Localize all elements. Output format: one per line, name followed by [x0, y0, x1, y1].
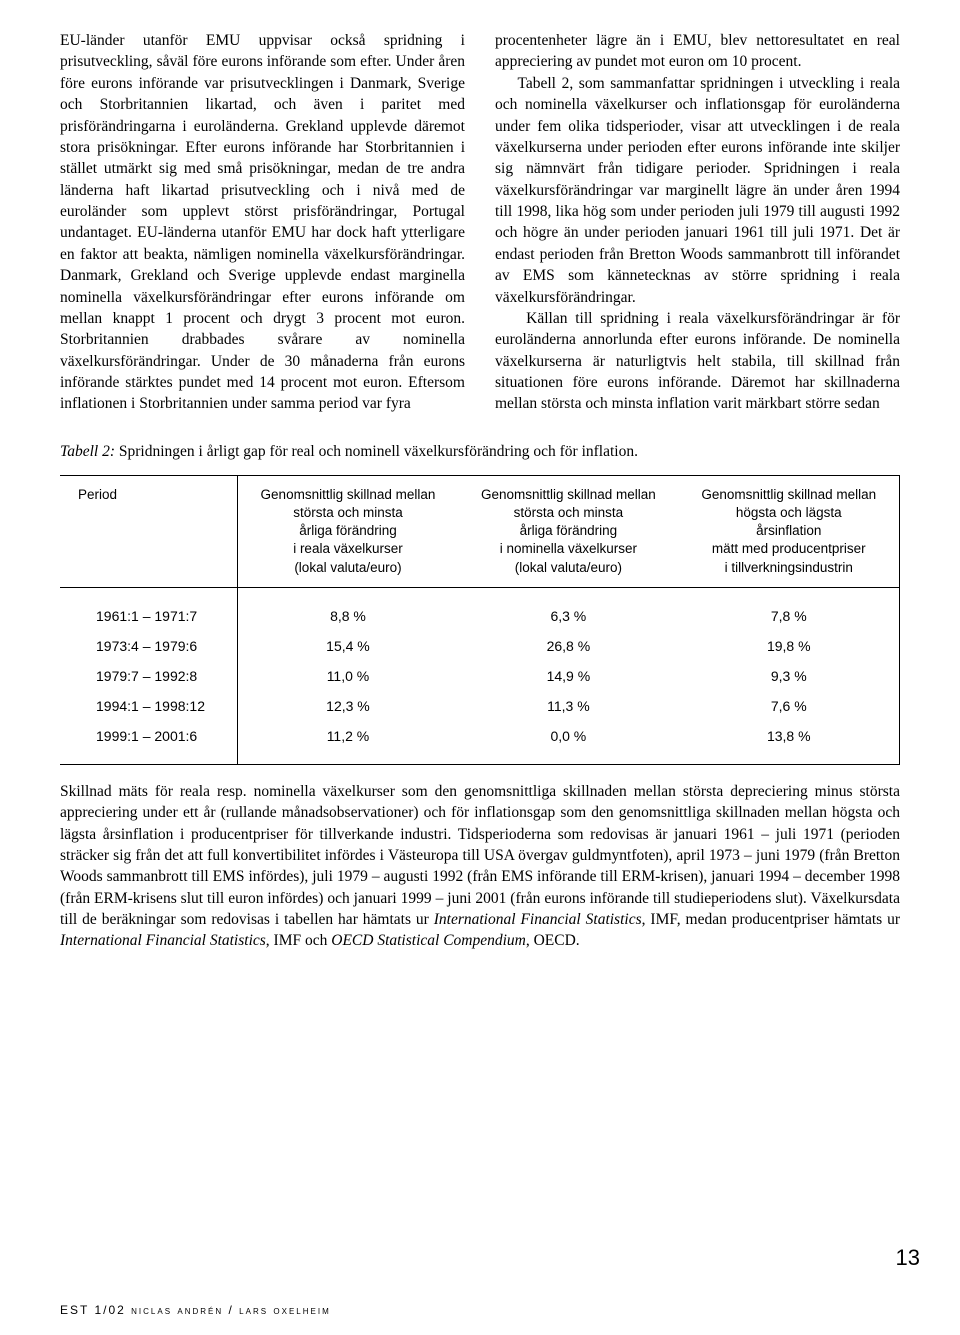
table-body: 1961:1 – 1971:78,8 %6,3 %7,8 %1973:4 – 1…	[60, 587, 900, 764]
header-real: Genomsnittlig skillnad mellanstörsta och…	[237, 475, 458, 587]
table-footnote: Skillnad mäts för reala resp. nominella …	[60, 781, 900, 952]
cell-period: 1999:1 – 2001:6	[60, 721, 237, 765]
cell-inflation: 9,3 %	[679, 661, 900, 691]
cell-nominal: 0,0 %	[458, 721, 678, 765]
table-row: 1979:7 – 1992:811,0 %14,9 %9,3 %	[60, 661, 900, 691]
cell-real: 8,8 %	[237, 587, 458, 631]
cell-inflation: 13,8 %	[679, 721, 900, 765]
cell-inflation: 7,8 %	[679, 587, 900, 631]
cell-nominal: 6,3 %	[458, 587, 678, 631]
cell-nominal: 14,9 %	[458, 661, 678, 691]
cell-period: 1979:7 – 1992:8	[60, 661, 237, 691]
header-inflation: Genomsnittlig skillnad mellanhögsta och …	[679, 475, 900, 587]
data-table: Period Genomsnittlig skillnad mellanstör…	[60, 475, 900, 765]
table-row: 1999:1 – 2001:611,2 %0,0 %13,8 %	[60, 721, 900, 765]
table-header-row: Period Genomsnittlig skillnad mellanstör…	[60, 475, 900, 587]
cell-real: 11,2 %	[237, 721, 458, 765]
right-column: procentenheter lägre än i EMU, blev nett…	[495, 30, 900, 415]
header-period: Period	[60, 475, 237, 587]
table-row: 1994:1 – 1998:1212,3 %11,3 %7,6 %	[60, 691, 900, 721]
table-row: 1973:4 – 1979:615,4 %26,8 %19,8 %	[60, 631, 900, 661]
text-columns: EU-länder utanför EMU uppvisar också spr…	[60, 30, 900, 415]
header-nominal: Genomsnittlig skillnad mellanstörsta och…	[458, 475, 678, 587]
table-caption-label: Tabell 2:	[60, 443, 115, 460]
table-caption-text: Spridningen i årligt gap för real och no…	[115, 443, 638, 460]
cell-nominal: 11,3 %	[458, 691, 678, 721]
cell-real: 15,4 %	[237, 631, 458, 661]
left-column: EU-länder utanför EMU uppvisar också spr…	[60, 30, 465, 415]
cell-real: 11,0 %	[237, 661, 458, 691]
page-number: 13	[896, 1245, 920, 1271]
cell-inflation: 19,8 %	[679, 631, 900, 661]
cell-period: 1961:1 – 1971:7	[60, 587, 237, 631]
table-caption: Tabell 2: Spridningen i årligt gap för r…	[60, 443, 900, 461]
cell-real: 12,3 %	[237, 691, 458, 721]
footer-line: EST 1/02 niclas andrén / lars oxelheim	[60, 1303, 331, 1317]
cell-inflation: 7,6 %	[679, 691, 900, 721]
cell-nominal: 26,8 %	[458, 631, 678, 661]
cell-period: 1994:1 – 1998:12	[60, 691, 237, 721]
table-row: 1961:1 – 1971:78,8 %6,3 %7,8 %	[60, 587, 900, 631]
cell-period: 1973:4 – 1979:6	[60, 631, 237, 661]
